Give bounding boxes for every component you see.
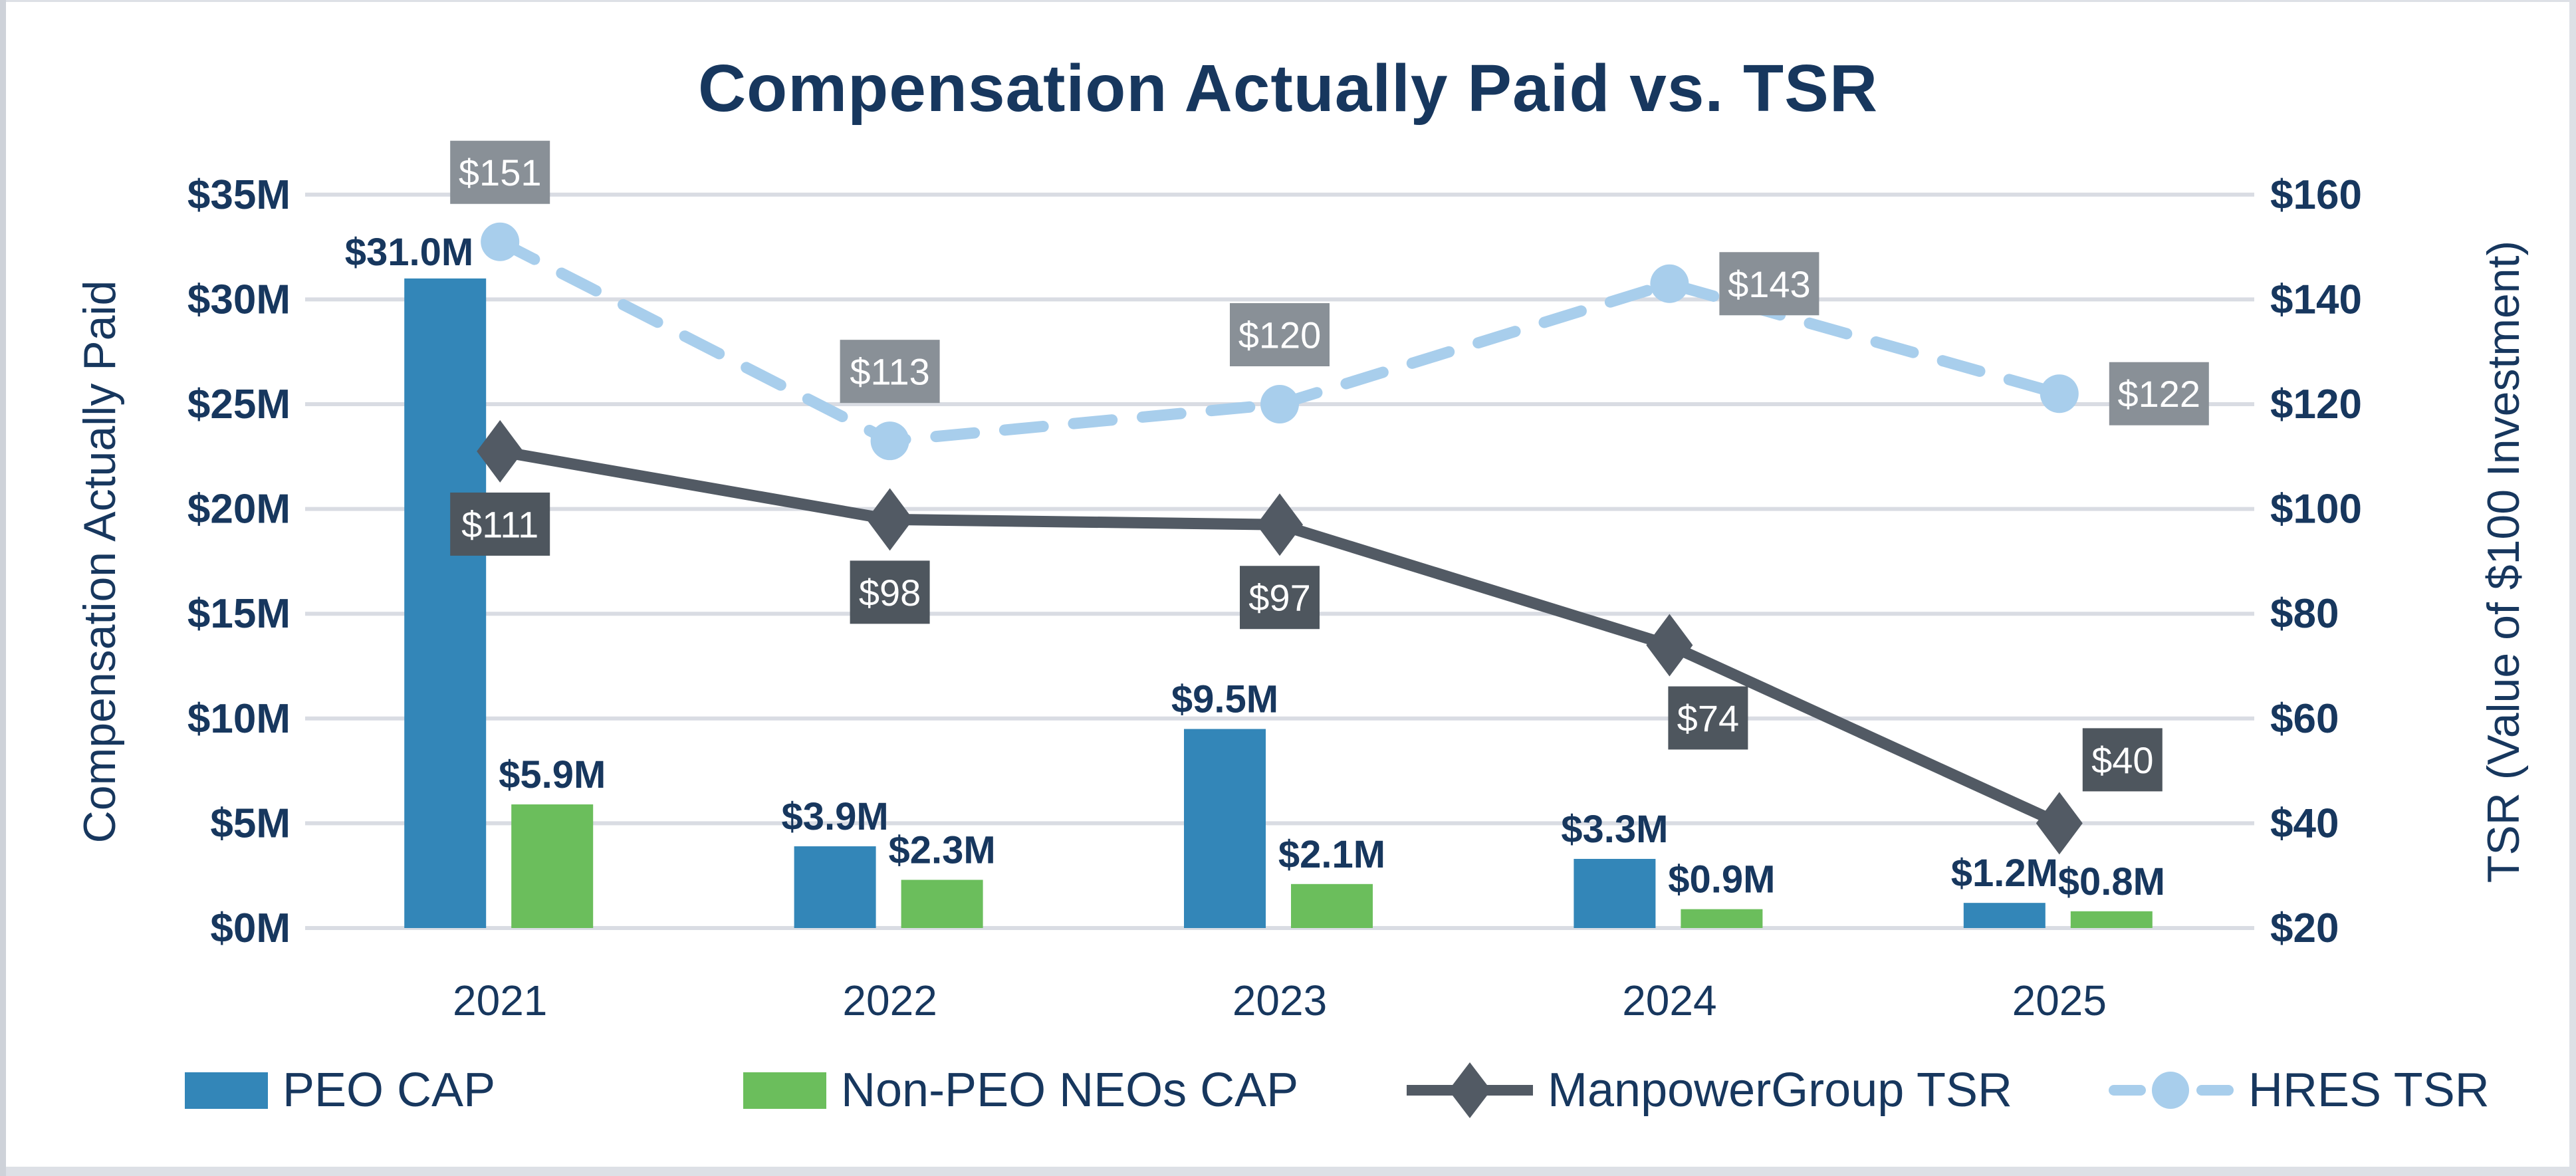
- manpowergroup-tsr-marker-2021: [477, 419, 524, 483]
- legend-item-peo-cap: PEO CAP: [185, 1058, 495, 1122]
- legend-item-manpowergroup-tsr: ManpowerGroup TSR: [1407, 1058, 2012, 1122]
- left-axis-tick: $0M: [210, 905, 291, 951]
- bar-value-label: $5.9M: [499, 753, 606, 796]
- hres-tsr-value-label: $151: [459, 152, 542, 193]
- bar-value-label: $0.8M: [2058, 860, 2165, 903]
- hres-tsr-marker-2021: [481, 222, 520, 261]
- bar-non-peo-neos-cap-2024: [1681, 909, 1763, 928]
- manpowergroup-tsr-value-box-2025: [2082, 728, 2163, 792]
- manpowergroup-tsr-value-box-2023: [1240, 566, 1320, 630]
- bar-value-label: $2.3M: [888, 829, 995, 872]
- left-axis-tick: $5M: [210, 800, 291, 846]
- manpowergroup-tsr-value-box-2022: [850, 560, 930, 624]
- right-axis-tick: $80: [2270, 591, 2339, 637]
- bar-value-label: $3.3M: [1561, 808, 1668, 851]
- non-peo-neos-cap-swatch-icon: [743, 1072, 826, 1109]
- manpowergroup-tsr-marker-2024: [1646, 614, 1693, 677]
- bar-value-label: $3.9M: [781, 795, 888, 838]
- left-axis-tick: $30M: [187, 277, 291, 322]
- manpowergroup-tsr-marker-2025: [2036, 792, 2083, 855]
- x-axis-label: 2022: [842, 977, 937, 1024]
- manpowergroup-tsr-value-label: $97: [1248, 577, 1310, 619]
- hres-tsr-marker-2022: [870, 421, 909, 461]
- manpowergroup-tsr-value-label: $74: [1677, 697, 1739, 739]
- x-axis-label: 2025: [2012, 977, 2107, 1024]
- right-axis-tick: $120: [2270, 382, 2362, 427]
- hres-tsr-value-box-2024: [1719, 252, 1819, 316]
- bar-value-label: $1.2M: [1951, 852, 2058, 895]
- manpowergroup-tsr-value-label: $111: [461, 503, 538, 545]
- chart-title: Compensation Actually Paid vs. TSR: [697, 51, 1879, 126]
- manpowergroup-tsr-value-label: $40: [2091, 739, 2153, 781]
- left-axis-tick: $35M: [187, 172, 291, 218]
- legend-label-peo-cap: PEO CAP: [283, 1064, 496, 1117]
- bar-non-peo-neos-cap-2021: [511, 804, 594, 928]
- bar-peo-cap-2022: [794, 846, 876, 928]
- legend-label-non-peo-neos-cap: Non-PEO NEOs CAP: [841, 1064, 1299, 1117]
- right-axis-tick: $100: [2270, 487, 2362, 532]
- hres-tsr-value-box-2025: [2109, 362, 2209, 425]
- right-axis-tick: $40: [2270, 800, 2339, 846]
- bar-peo-cap-2023: [1184, 729, 1266, 928]
- left-axis-tick: $25M: [187, 382, 291, 427]
- right-axis-tick: $160: [2270, 172, 2362, 218]
- legend-label-manpowergroup-tsr: ManpowerGroup TSR: [1548, 1064, 2012, 1117]
- right-axis-tick: $140: [2270, 277, 2362, 322]
- hres-tsr-value-label: $113: [850, 351, 929, 393]
- bar-peo-cap-2024: [1574, 858, 1656, 928]
- bar-peo-cap-2025: [1963, 903, 2046, 928]
- legend-label-hres-tsr: HRES TSR: [2248, 1064, 2490, 1117]
- manpowergroup-tsr-value-box-2024: [1668, 686, 1748, 750]
- bar-non-peo-neos-cap-2025: [2070, 911, 2153, 928]
- hres-tsr-marker-2023: [1260, 385, 1299, 423]
- manpowergroup-tsr-marker-2022: [866, 488, 913, 551]
- hres-tsr-value-box-2022: [840, 340, 940, 404]
- manpowergroup-tsr-value-box-2021: [450, 492, 550, 556]
- bar-value-label: $0.9M: [1668, 858, 1775, 901]
- manpowergroup-tsr-swatch-icon: [1407, 1062, 1533, 1118]
- hres-tsr-value-label: $120: [1238, 314, 1322, 356]
- legend-item-non-peo-neos-cap: Non-PEO NEOs CAP: [743, 1058, 1298, 1122]
- peo-cap-swatch-icon: [185, 1072, 268, 1109]
- bar-non-peo-neos-cap-2023: [1291, 883, 1373, 928]
- manpowergroup-tsr-value-label: $98: [859, 572, 921, 614]
- hres-tsr-marker-2025: [2040, 374, 2079, 413]
- right-axis-tick: $20: [2270, 905, 2339, 951]
- hres-tsr-value-box-2021: [450, 140, 550, 204]
- x-axis-label: 2024: [1622, 977, 1716, 1024]
- bar-peo-cap-2021: [404, 278, 487, 928]
- left-axis-tick: $20M: [187, 487, 291, 532]
- hres-tsr-value-box-2023: [1230, 303, 1330, 366]
- legend-item-hres-tsr: HRES TSR: [2107, 1058, 2490, 1122]
- hres-tsr-swatch-icon: [2109, 1072, 2234, 1109]
- hres-tsr-value-label: $122: [2118, 373, 2201, 415]
- hres-tsr-marker-2024: [1650, 264, 1689, 303]
- bar-value-label: $9.5M: [1171, 678, 1278, 721]
- hres-tsr-value-label: $143: [1728, 263, 1811, 305]
- left-axis-tick: $15M: [187, 591, 291, 637]
- right-axis-tick: $60: [2270, 696, 2339, 742]
- left-axis-tick: $10M: [187, 696, 291, 742]
- x-axis-label: 2023: [1232, 977, 1327, 1024]
- x-axis-label: 2021: [453, 977, 547, 1024]
- bar-non-peo-neos-cap-2022: [901, 880, 983, 928]
- manpowergroup-tsr-marker-2023: [1256, 493, 1303, 556]
- bar-value-label: $31.0M: [345, 231, 473, 274]
- bar-value-label: $2.1M: [1278, 833, 1385, 876]
